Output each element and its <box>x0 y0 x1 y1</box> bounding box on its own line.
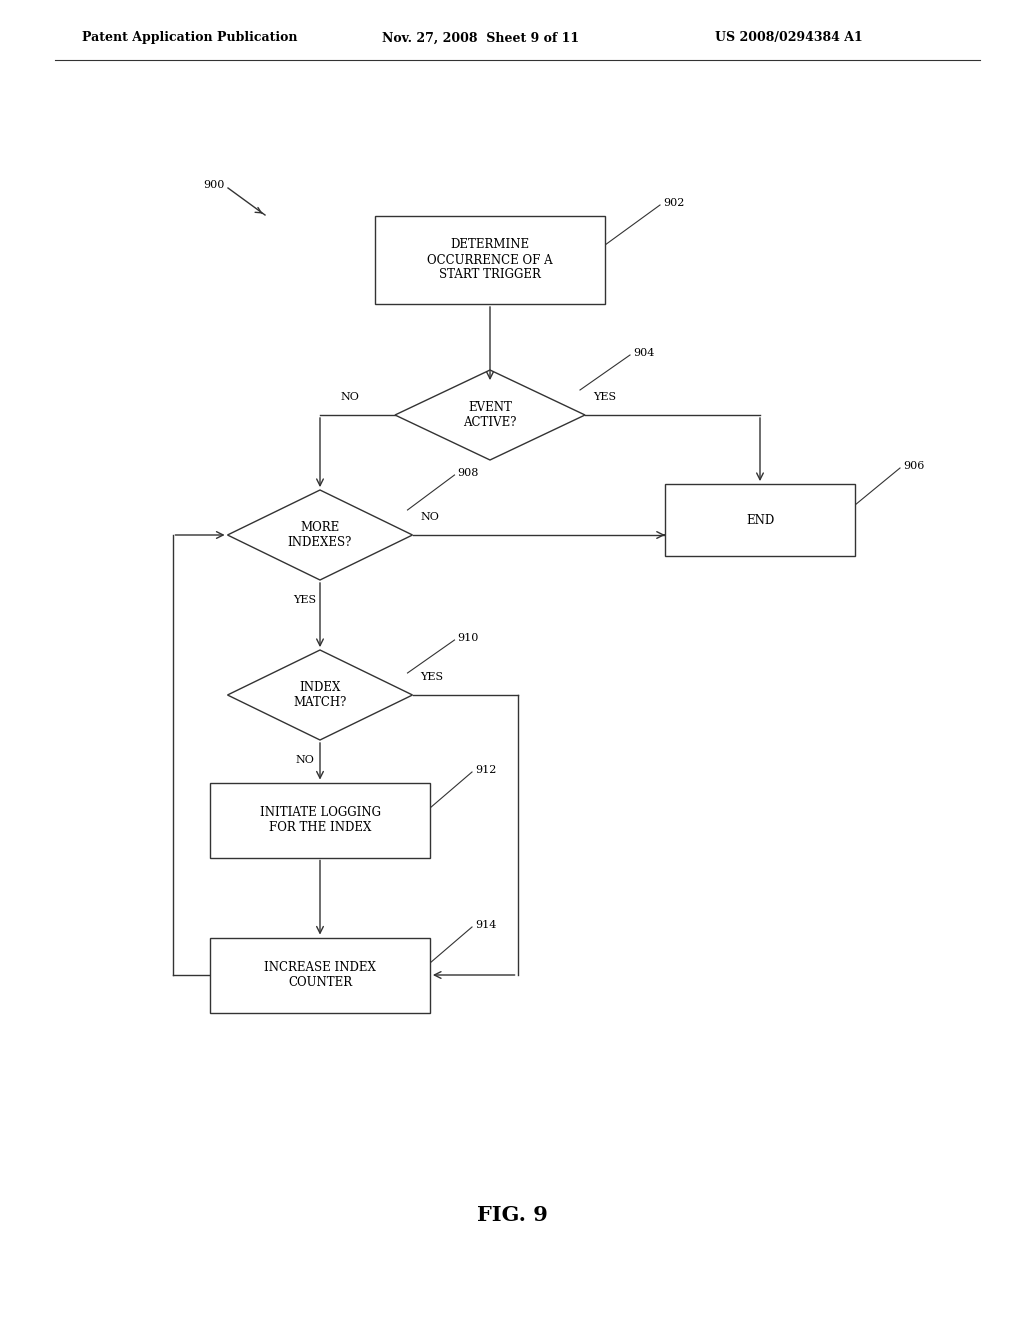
Text: 908: 908 <box>458 469 479 478</box>
Text: MORE
INDEXES?: MORE INDEXES? <box>288 521 352 549</box>
Text: 910: 910 <box>458 634 479 643</box>
Text: INDEX
MATCH?: INDEX MATCH? <box>293 681 347 709</box>
Text: FIG. 9: FIG. 9 <box>476 1205 548 1225</box>
Text: NO: NO <box>296 755 314 766</box>
Bar <box>210 783 430 858</box>
Text: 906: 906 <box>903 461 925 471</box>
Bar <box>210 937 430 1012</box>
Text: 912: 912 <box>475 766 497 775</box>
Polygon shape <box>227 649 413 741</box>
Text: YES: YES <box>421 672 443 682</box>
Text: 902: 902 <box>663 198 684 209</box>
Bar <box>665 484 855 556</box>
Polygon shape <box>395 370 585 459</box>
Polygon shape <box>227 490 413 579</box>
Text: 900: 900 <box>204 180 225 190</box>
Text: INITIATE LOGGING
FOR THE INDEX: INITIATE LOGGING FOR THE INDEX <box>259 807 381 834</box>
Text: NO: NO <box>421 512 439 521</box>
Text: 904: 904 <box>633 348 654 358</box>
Text: Patent Application Publication: Patent Application Publication <box>82 32 298 45</box>
Text: INCREASE INDEX
COUNTER: INCREASE INDEX COUNTER <box>264 961 376 989</box>
Text: END: END <box>745 513 774 527</box>
Text: NO: NO <box>340 392 358 403</box>
Text: EVENT
ACTIVE?: EVENT ACTIVE? <box>463 401 517 429</box>
Text: DETERMINE
OCCURRENCE OF A
START TRIGGER: DETERMINE OCCURRENCE OF A START TRIGGER <box>427 239 553 281</box>
Text: Nov. 27, 2008  Sheet 9 of 11: Nov. 27, 2008 Sheet 9 of 11 <box>382 32 580 45</box>
Bar <box>375 216 605 304</box>
Text: US 2008/0294384 A1: US 2008/0294384 A1 <box>715 32 863 45</box>
Text: YES: YES <box>294 595 316 605</box>
Text: 914: 914 <box>475 920 497 931</box>
Text: YES: YES <box>593 392 616 403</box>
